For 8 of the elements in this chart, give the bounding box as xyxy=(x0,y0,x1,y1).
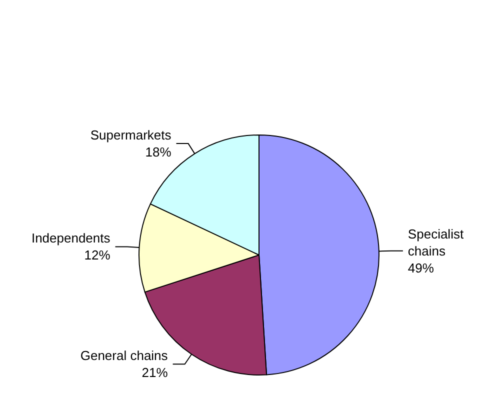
slice-label: Independents xyxy=(31,230,111,246)
data-label: 18% xyxy=(145,144,172,160)
data-label: 12% xyxy=(84,248,111,263)
slice-label: General chains xyxy=(80,348,168,364)
slice-label: Supermarkets xyxy=(90,128,172,143)
data-label: 21% xyxy=(142,365,168,380)
data-label: 49% xyxy=(408,260,434,276)
slice-label: Specialist chains xyxy=(408,226,468,258)
